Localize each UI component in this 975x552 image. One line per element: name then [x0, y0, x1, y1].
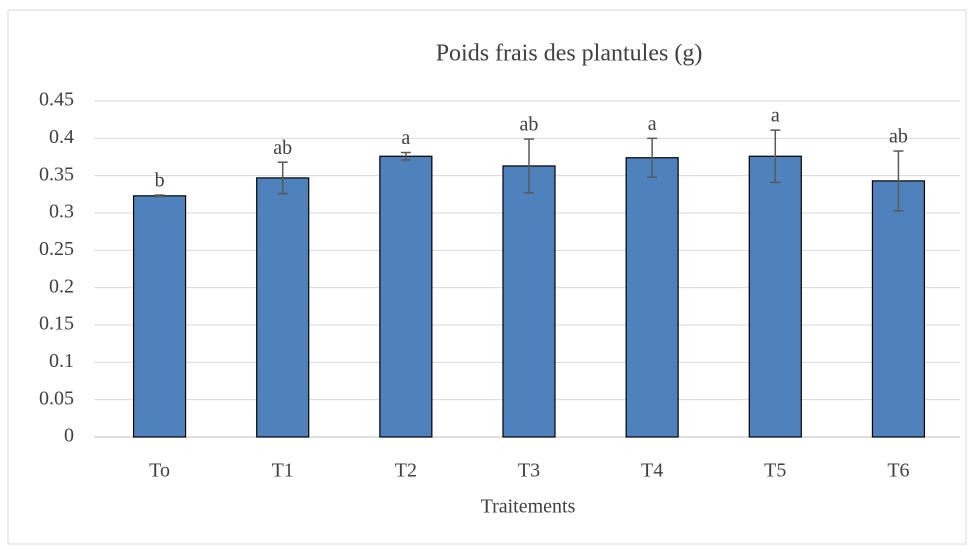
- y-tick-label: 0: [64, 425, 74, 447]
- bar: [625, 157, 679, 438]
- significance-letter: a: [648, 113, 657, 135]
- y-tick-label: 0.05: [39, 387, 74, 409]
- bar: [379, 155, 433, 438]
- bar: [132, 195, 187, 438]
- y-tick-label: 0.35: [39, 163, 74, 185]
- y-tick-label: 0.15: [39, 313, 74, 335]
- x-tick-label: T5: [764, 460, 786, 482]
- chart-title: Poids frais des plantules (g): [436, 41, 703, 67]
- y-tick-label: 0.2: [49, 275, 74, 297]
- significance-letter: a: [401, 127, 410, 149]
- significance-letter: a: [771, 105, 780, 127]
- y-tick-label: 0.1: [49, 350, 74, 372]
- x-tick-label: T4: [641, 460, 663, 482]
- x-tick-label: T6: [887, 460, 909, 482]
- bar: [256, 177, 310, 438]
- y-tick-label: 0.25: [39, 238, 74, 260]
- significance-letter: ab: [889, 126, 908, 148]
- bar: [502, 165, 556, 438]
- significance-letter: ab: [520, 114, 539, 136]
- significance-letter: b: [155, 170, 165, 192]
- bar: [748, 155, 802, 438]
- x-tick-label: T2: [395, 460, 417, 482]
- x-tick-label: T3: [518, 460, 540, 482]
- x-axis-label: Traitements: [481, 496, 576, 518]
- x-tick-label: To: [149, 460, 170, 482]
- y-tick-label: 0.4: [49, 126, 74, 148]
- x-tick-label: T1: [272, 460, 294, 482]
- bar: [871, 180, 926, 438]
- y-tick-label: 0.3: [49, 201, 74, 223]
- y-tick-label: 0.45: [39, 89, 74, 111]
- significance-letter: ab: [273, 137, 292, 159]
